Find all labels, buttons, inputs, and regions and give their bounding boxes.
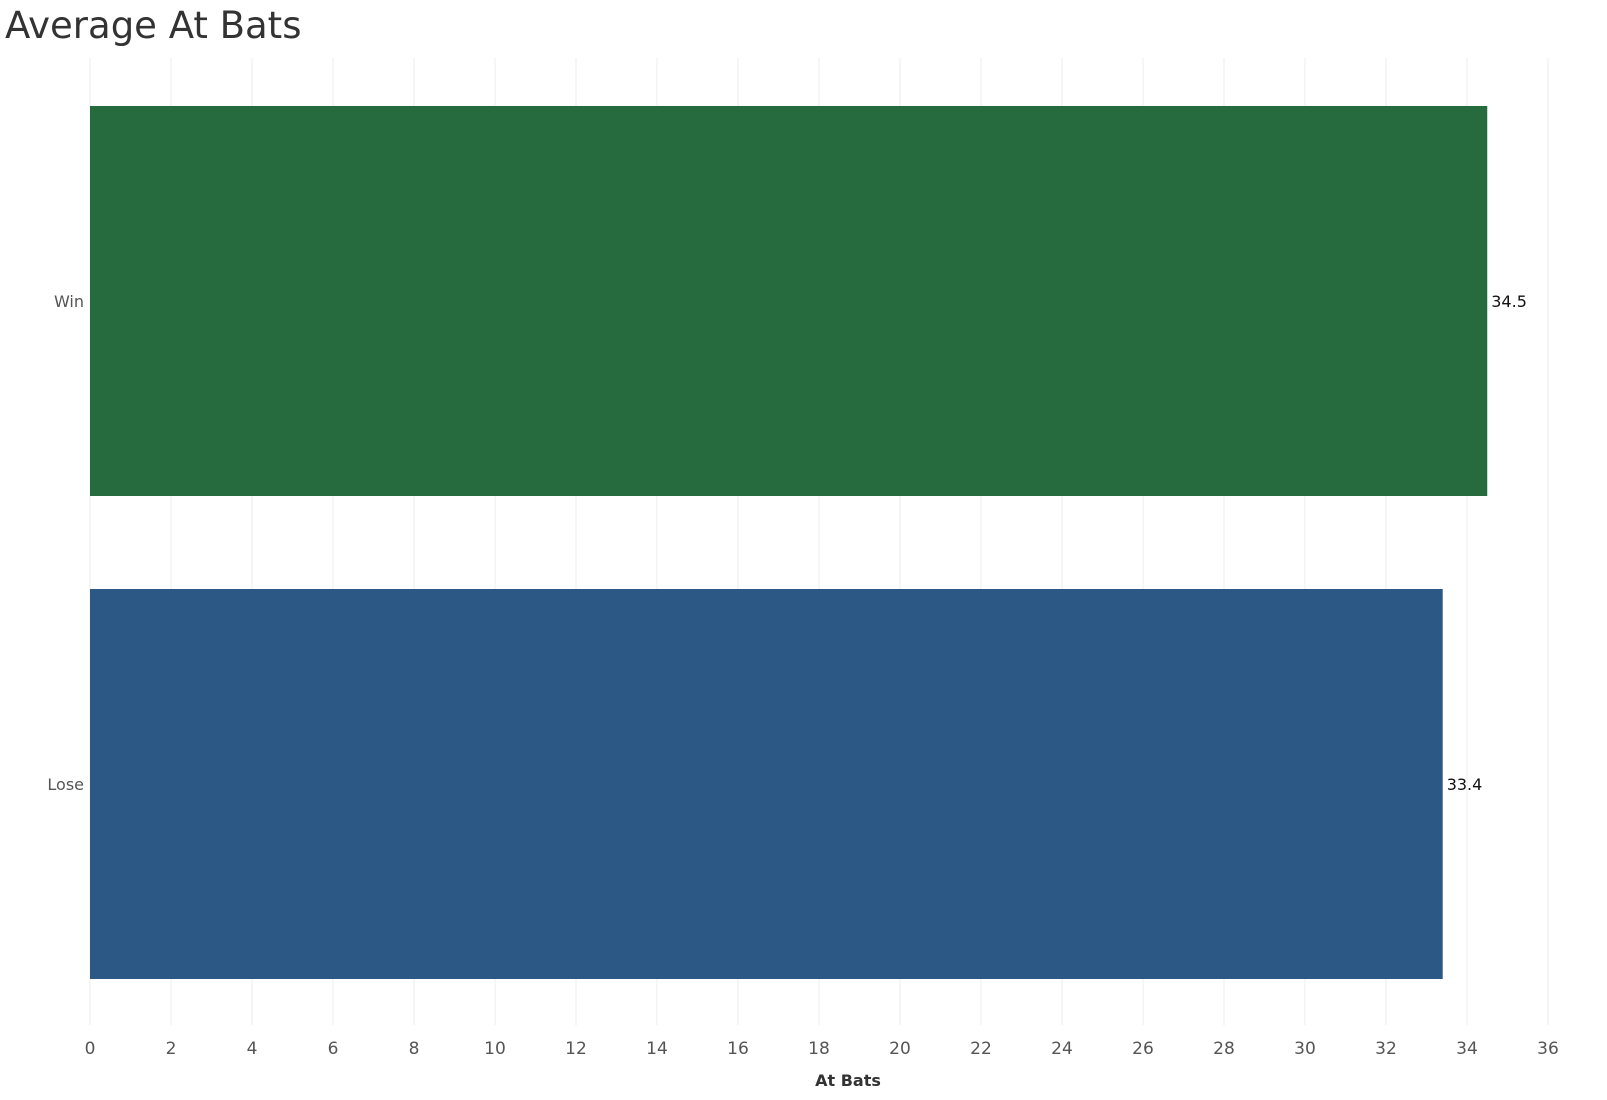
x-tick-label: 4 [247, 1039, 258, 1059]
category-labels: Win Lose [47, 292, 84, 794]
x-axis-ticks: 0 2 4 6 8 10 12 14 16 18 20 22 24 26 28 30 32 34 36 [85, 1039, 1559, 1059]
x-tick-label: 24 [1051, 1039, 1073, 1059]
x-tick-label: 10 [484, 1039, 506, 1059]
x-tick-label: 2 [166, 1039, 177, 1059]
value-label: 33.4 [1447, 775, 1483, 794]
x-tick-label: 6 [328, 1039, 339, 1059]
x-tick-label: 0 [85, 1039, 96, 1059]
bar-lose [90, 589, 1443, 979]
x-tick-label: 18 [808, 1039, 830, 1059]
x-tick-label: 12 [565, 1039, 587, 1059]
chart-title: Average At Bats [5, 4, 302, 47]
x-tick-label: 30 [1294, 1039, 1316, 1059]
x-tick-label: 20 [889, 1039, 911, 1059]
x-tick-label: 16 [727, 1039, 749, 1059]
x-tick-label: 8 [409, 1039, 420, 1059]
bar-win [90, 106, 1488, 496]
x-tick-label: 22 [970, 1039, 992, 1059]
value-labels: 34.5 33.4 [1447, 292, 1527, 794]
x-tick-label: 36 [1537, 1039, 1559, 1059]
bars [90, 106, 1488, 979]
category-label: Win [54, 292, 84, 311]
x-tick-label: 32 [1375, 1039, 1397, 1059]
x-axis-title: At Bats [815, 1071, 881, 1090]
x-tick-label: 28 [1213, 1039, 1235, 1059]
x-tick-label: 14 [646, 1039, 668, 1059]
category-label: Lose [47, 775, 84, 794]
x-tick-label: 34 [1456, 1039, 1478, 1059]
x-tick-label: 26 [1132, 1039, 1154, 1059]
value-label: 34.5 [1491, 292, 1527, 311]
